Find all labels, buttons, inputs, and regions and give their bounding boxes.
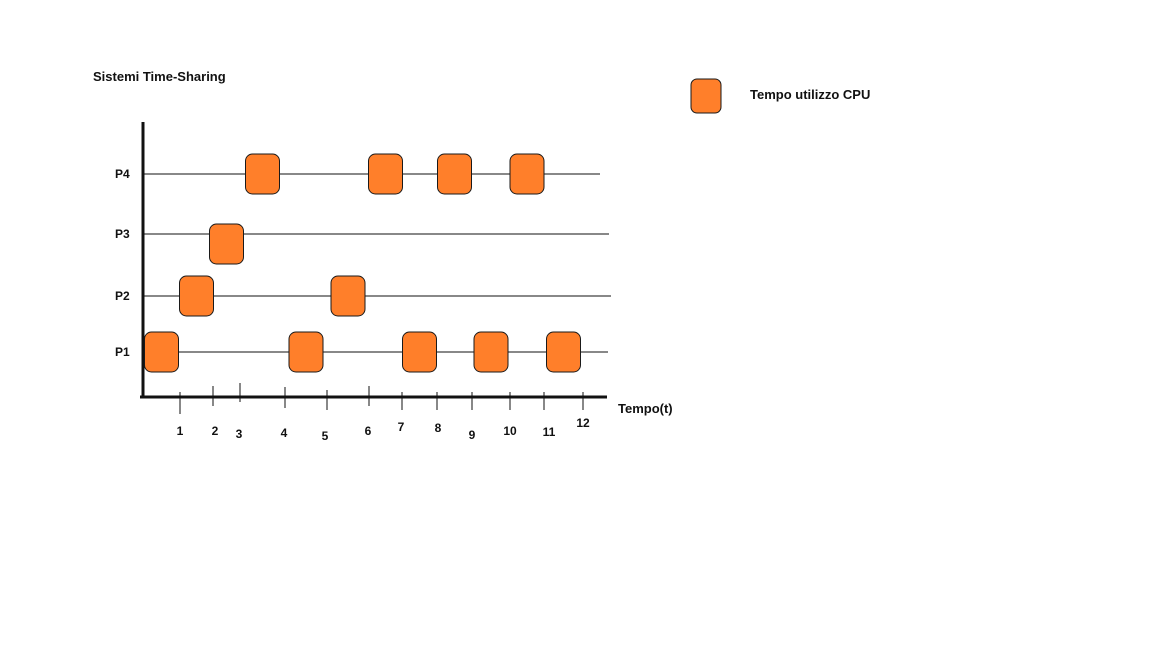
tick-label-11: 11 (543, 425, 556, 439)
cpu-burst-p1-2 (288, 331, 324, 373)
tick-label-12: 12 (576, 416, 590, 430)
cpu-burst-p4-3 (437, 153, 472, 195)
cpu-bursts (144, 153, 581, 373)
tick-label-3: 3 (236, 427, 243, 441)
cpu-burst-p4-2 (368, 153, 403, 195)
cpu-burst-p3-1 (209, 223, 244, 265)
tick-label-5: 5 (322, 429, 329, 443)
tick-label-1: 1 (177, 424, 184, 438)
cpu-burst-p1-3 (402, 331, 437, 373)
legend-label: Tempo utilizzo CPU (750, 87, 870, 102)
cpu-burst-p2-2 (330, 275, 366, 317)
legend-swatch (690, 78, 722, 114)
cpu-burst-p4-1 (245, 153, 280, 195)
cpu-burst-p4-4 (509, 153, 545, 195)
cpu-burst-p2-1 (179, 275, 214, 317)
process-label-p1: P1 (115, 345, 130, 359)
cpu-burst-p1-1 (144, 331, 179, 373)
x-axis-label: Tempo(t) (618, 401, 673, 416)
tick-label-4: 4 (281, 426, 288, 440)
process-label-p4: P4 (115, 167, 130, 181)
process-label-p2: P2 (115, 289, 130, 303)
tick-label-2: 2 (212, 424, 219, 438)
axes: Tempo(t) (140, 122, 673, 416)
cpu-burst-p1-4 (473, 331, 509, 373)
tick-label-6: 6 (365, 424, 372, 438)
diagram-title: Sistemi Time-Sharing (93, 69, 226, 84)
process-lanes: P1 P2 P3 P4 (115, 167, 611, 359)
tick-label-7: 7 (398, 420, 405, 434)
tick-label-9: 9 (469, 428, 476, 442)
cpu-burst-p1-5 (546, 331, 581, 373)
tick-label-8: 8 (435, 421, 442, 435)
tick-label-10: 10 (503, 424, 517, 438)
process-label-p3: P3 (115, 227, 130, 241)
legend: Tempo utilizzo CPU (690, 78, 870, 114)
